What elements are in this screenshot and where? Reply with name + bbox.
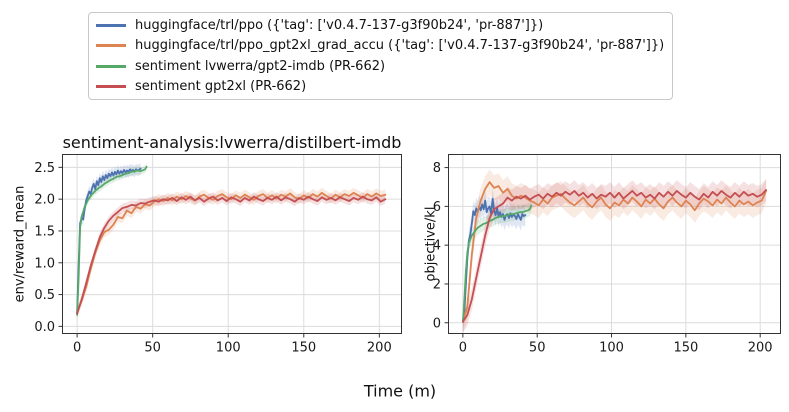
series-band-ppo bbox=[462, 187, 526, 332]
series-line-gpt2xl bbox=[76, 195, 387, 315]
x-tick-label: 100 bbox=[216, 341, 241, 356]
series-line-gpt2-imdb bbox=[76, 165, 148, 316]
series-line-gpt2xl bbox=[461, 189, 768, 323]
series-line-ppo_gpt2xl_grad_accu bbox=[461, 181, 768, 322]
y-tick-label: 8 bbox=[433, 161, 441, 176]
legend-entry: sentiment gpt2xl (PR-662) bbox=[96, 77, 664, 98]
series-band-gpt2xl bbox=[77, 192, 386, 319]
series-band-ppo bbox=[77, 162, 141, 320]
y-tick-label: 2.5 bbox=[34, 161, 55, 176]
series-band-gpt2-imdb bbox=[462, 198, 532, 329]
series-line-ppo_gpt2xl_grad_accu bbox=[76, 191, 387, 314]
y-tick-label: 0 bbox=[433, 316, 441, 331]
y-tick-label: 1.0 bbox=[34, 256, 55, 271]
legend-line-swatch bbox=[96, 64, 126, 68]
series-band-gpt2-imdb bbox=[77, 162, 147, 319]
legend-entry-label: huggingface/trl/ppo_gpt2xl_grad_accu ({'… bbox=[135, 38, 665, 54]
y-tick-label: 6 bbox=[433, 200, 441, 215]
series-line-gpt2-imdb bbox=[461, 204, 533, 323]
x-tick-label: 50 bbox=[144, 341, 161, 356]
legend-line-swatch bbox=[96, 44, 126, 48]
x-tick-label: 0 bbox=[459, 341, 467, 356]
series-band-ppo_gpt2xl_grad_accu bbox=[462, 169, 767, 334]
x-axis-label: Time (m) bbox=[363, 381, 437, 401]
legend-line-swatch bbox=[96, 23, 126, 27]
legend-entry: huggingface/trl/ppo ({'tag': ['v0.4.7-13… bbox=[96, 15, 664, 36]
plot-canvas-1: 0 50 100 150 200 0 2 4 6 8 bbox=[433, 154, 781, 356]
axes-spine bbox=[62, 154, 402, 334]
axes-spine bbox=[448, 154, 781, 334]
series-line-ppo bbox=[76, 167, 142, 315]
legend-entry: sentiment lvwerra/gpt2-imdb (PR-662) bbox=[96, 56, 664, 77]
y-tick-label: 4 bbox=[433, 239, 441, 254]
x-tick-label: 100 bbox=[599, 341, 624, 356]
y-tick-label: 2 bbox=[433, 277, 441, 292]
y-tick-label: 1.5 bbox=[34, 224, 55, 239]
y-tick-label: 0.0 bbox=[34, 320, 55, 335]
legend-entry-label: sentiment lvwerra/gpt2-imdb (PR-662) bbox=[135, 58, 386, 74]
x-tick-label: 0 bbox=[73, 341, 81, 356]
x-tick-label: 200 bbox=[367, 341, 392, 356]
y-tick-label: 2.0 bbox=[34, 193, 55, 208]
left-plot-title: sentiment-analysis:lvwerra/distilbert-im… bbox=[62, 133, 402, 152]
legend-entry-label: huggingface/trl/ppo ({'tag': ['v0.4.7-13… bbox=[135, 17, 544, 33]
x-tick-label: 200 bbox=[748, 341, 773, 356]
plot-canvas-0: 0 50 100 150 200 0.0 0.5 1.0 1.5 2.0 2.5 bbox=[34, 154, 402, 356]
legend-entry-label: sentiment gpt2xl (PR-662) bbox=[135, 79, 307, 95]
x-tick-label: 150 bbox=[673, 341, 698, 356]
x-tick-label: 50 bbox=[529, 341, 546, 356]
legend-line-swatch bbox=[96, 85, 126, 89]
legend-entry: huggingface/trl/ppo_gpt2xl_grad_accu ({'… bbox=[96, 36, 664, 57]
x-tick-label: 150 bbox=[291, 341, 316, 356]
y-tick-label: 0.5 bbox=[34, 288, 55, 303]
legend: huggingface/trl/ppo ({'tag': ['v0.4.7-13… bbox=[88, 12, 674, 100]
left-y-axis-label: env/reward_mean bbox=[12, 185, 28, 303]
